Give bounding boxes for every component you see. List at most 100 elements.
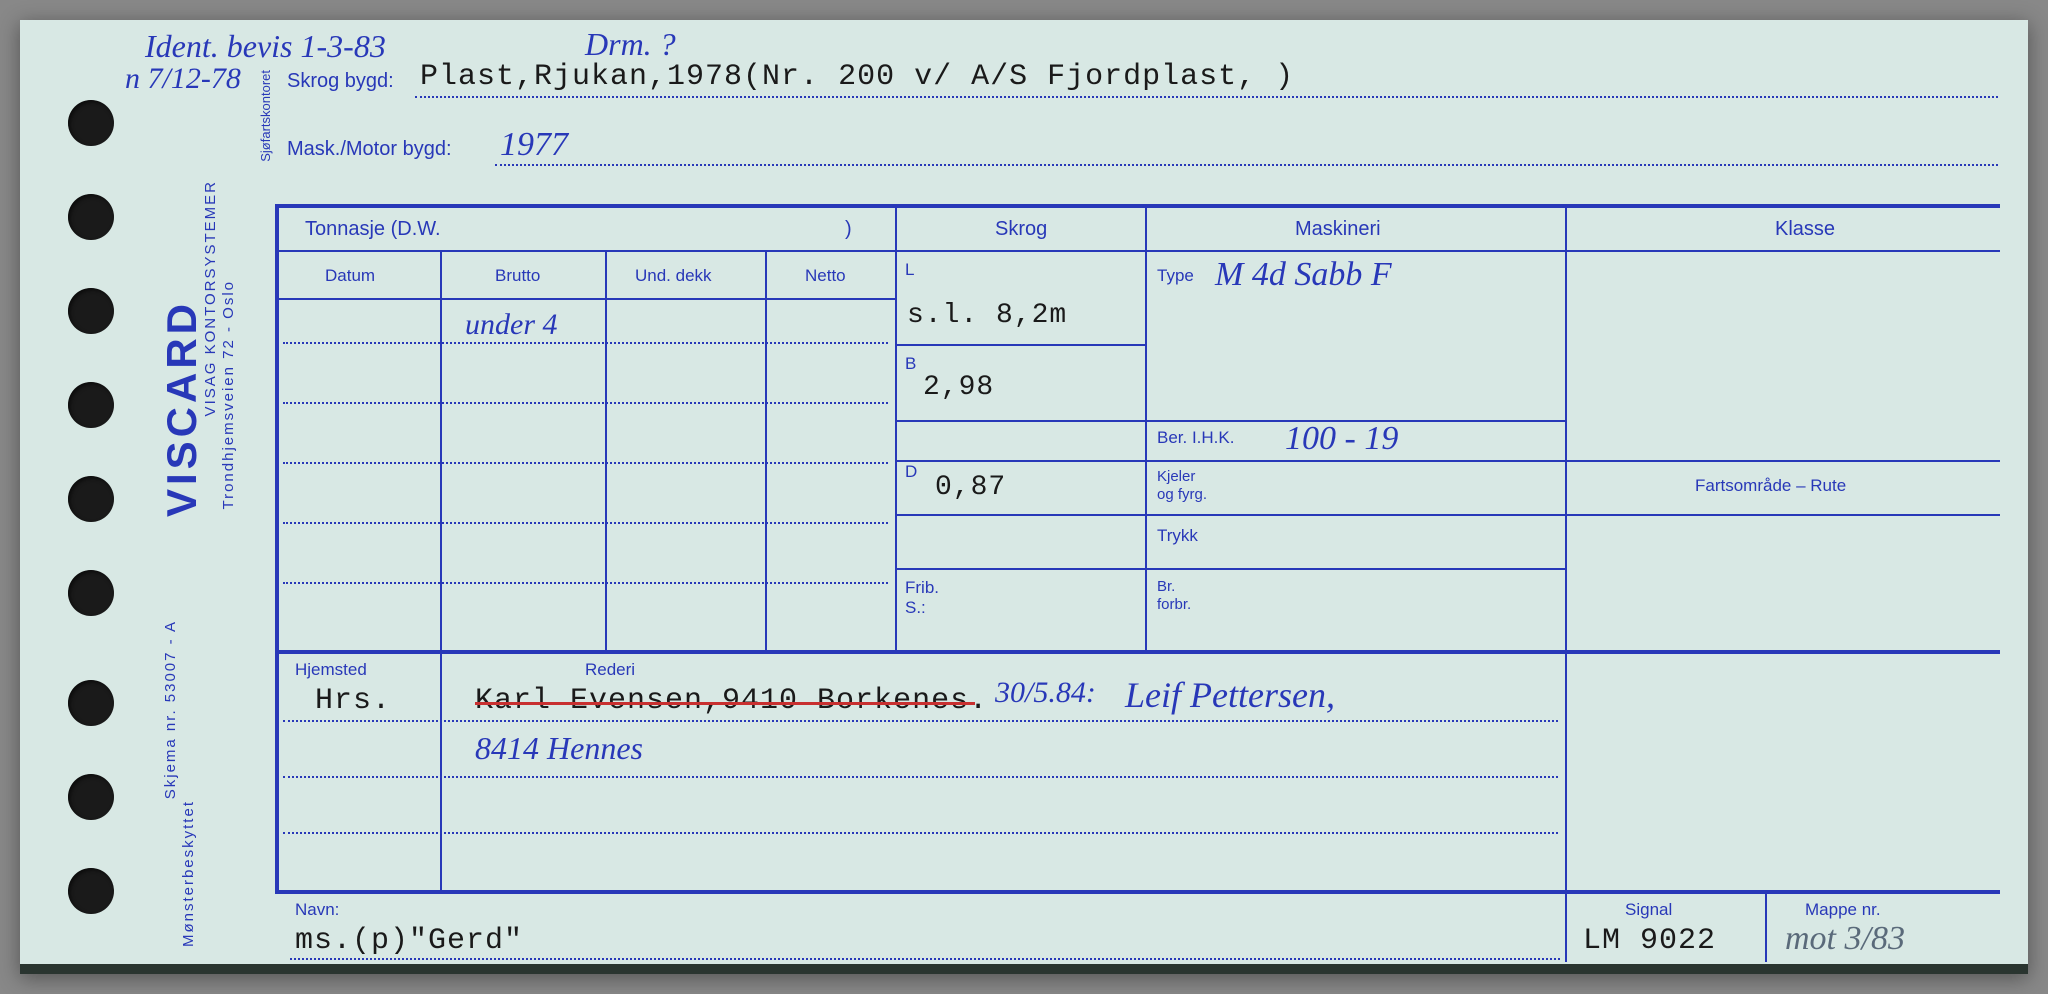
grid-vline xyxy=(1565,890,1567,962)
B-value: 2,98 xyxy=(923,372,994,403)
type-value: M 4d Sabb F xyxy=(1215,256,1392,294)
punch-hole-strip xyxy=(20,20,140,974)
und-dekk-header: Und. dekk xyxy=(635,266,712,286)
punch-hole xyxy=(68,774,114,820)
rederi-label: Rederi xyxy=(585,660,635,680)
side-line-visag: VISAG KONTORSYSTEMER xyxy=(202,180,219,416)
rederi-date: 30/5.84: xyxy=(995,676,1096,710)
grid-vline xyxy=(1765,890,1767,962)
hand-sub-date: n 7/12-78 xyxy=(125,62,241,96)
punch-hole xyxy=(68,288,114,334)
skrog-bygd-value: Plast,Rjukan,1978(Nr. 200 v/ A/S Fjordpl… xyxy=(420,60,1294,94)
grid-rule-thick xyxy=(275,650,2000,654)
navn-value: ms.(p)"Gerd" xyxy=(295,924,523,958)
punch-hole xyxy=(68,100,114,146)
brutto-header: Brutto xyxy=(495,266,540,286)
navn-label: Navn: xyxy=(295,900,339,920)
card-content: Ident. bevis 1-3-83 n 7/12-78 Drm. ? Skr… xyxy=(275,20,2008,974)
grid-rule xyxy=(1565,460,2000,462)
dotted-rule xyxy=(283,522,888,524)
card-shadow-edge xyxy=(20,964,2028,974)
punch-hole xyxy=(68,476,114,522)
kjeler-label: Kjeler xyxy=(1157,468,1195,485)
dotted-rule xyxy=(283,342,888,344)
mask-motor-value: 1977 xyxy=(500,126,568,164)
L-label: L xyxy=(905,260,914,280)
dotted-rule xyxy=(283,776,1558,778)
rederi-name: Leif Pettersen, xyxy=(1125,674,1335,716)
dotted-rule xyxy=(283,832,1558,834)
tonnasje-header: Tonnasje (D.W. xyxy=(305,218,441,241)
ber-ihk-value: 100 - 19 xyxy=(1285,420,1398,458)
fartsomrade-label: Fartsområde – Rute xyxy=(1695,476,1846,496)
grid-rule xyxy=(895,514,1565,516)
grid-vline xyxy=(895,204,897,650)
frib-label: Frib. xyxy=(905,578,939,598)
side-line-addr: Trondhjemsveien 72 - Oslo xyxy=(220,280,237,510)
mappe-value: mot 3/83 xyxy=(1785,920,1905,958)
dotted-rule xyxy=(283,720,1558,722)
dotted-rule xyxy=(290,958,1560,960)
dotted-rule xyxy=(283,582,888,584)
side-line-skjema: Skjema nr. 53007 - A xyxy=(162,620,179,799)
grid-vline xyxy=(605,250,607,650)
grid-rule xyxy=(895,568,1565,570)
hjemsted-label: Hjemsted xyxy=(295,660,367,680)
forbr-label: forbr. xyxy=(1157,596,1191,613)
grid-rule xyxy=(895,420,1565,422)
maskineri-header: Maskineri xyxy=(1295,218,1381,241)
viscard-logo: VISCARD xyxy=(158,300,206,517)
red-strike xyxy=(475,702,975,705)
brutto-value: under 4 xyxy=(465,308,558,342)
rederi-line2: 8414 Hennes xyxy=(475,730,643,767)
dotted-rule xyxy=(495,164,1998,166)
mask-motor-label: Mask./Motor bygd: xyxy=(287,138,452,161)
punch-hole xyxy=(68,868,114,914)
s-label: S.: xyxy=(905,598,926,618)
grid-top-rule xyxy=(275,204,2000,208)
rederi-struck-value: Karl Evensen,9410 Borkenes. xyxy=(475,684,988,718)
signal-value: LM 9022 xyxy=(1583,924,1716,958)
datum-header: Datum xyxy=(325,266,375,286)
D-value: 0,87 xyxy=(935,472,1006,503)
grid-rule xyxy=(1565,514,2000,516)
punch-hole xyxy=(68,680,114,726)
grid-left-rule xyxy=(275,204,279,890)
type-label: Type xyxy=(1157,266,1194,286)
grid-vline xyxy=(1565,204,1567,890)
grid-vline xyxy=(765,250,767,650)
skrog-bygd-label: Skrog bygd: xyxy=(287,70,394,93)
skrog-header: Skrog xyxy=(995,218,1047,241)
trykk-label: Trykk xyxy=(1157,526,1198,546)
dotted-rule xyxy=(283,402,888,404)
punch-hole xyxy=(68,570,114,616)
mappe-label: Mappe nr. xyxy=(1805,900,1881,920)
signal-label: Signal xyxy=(1625,900,1672,920)
grid-rule xyxy=(275,298,895,300)
grid-vline xyxy=(1145,204,1147,650)
br-label: Br. xyxy=(1157,578,1175,595)
dotted-rule xyxy=(283,462,888,464)
grid-vline xyxy=(440,650,442,890)
grid-vline xyxy=(440,250,442,650)
hand-drm: Drm. ? xyxy=(585,26,676,63)
klasse-header: Klasse xyxy=(1775,218,1835,241)
punch-hole xyxy=(68,382,114,428)
D-label: D xyxy=(905,462,917,482)
ber-ihk-label: Ber. I.H.K. xyxy=(1157,428,1234,448)
B-label: B xyxy=(905,354,916,374)
hand-ident-bevis: Ident. bevis 1-3-83 xyxy=(145,28,386,65)
side-print-block: VISCARD VISAG KONTORSYSTEMER Trondhjemsv… xyxy=(150,20,250,974)
L-value: s.l. 8,2m xyxy=(907,300,1067,331)
side-line-monster: Mønsterbeskyttet xyxy=(180,800,197,947)
grid-rule-thick xyxy=(275,890,2000,894)
og-fyrg-label: og fyrg. xyxy=(1157,486,1207,503)
grid-rule xyxy=(895,344,1145,346)
grid-rule xyxy=(895,460,1565,462)
sjofart-label: Sjøfartskontoret xyxy=(258,70,273,162)
index-card: VISCARD VISAG KONTORSYSTEMER Trondhjemsv… xyxy=(20,20,2028,974)
netto-header: Netto xyxy=(805,266,846,286)
grid-rule xyxy=(275,250,2000,252)
dotted-rule xyxy=(415,96,1998,98)
punch-hole xyxy=(68,194,114,240)
